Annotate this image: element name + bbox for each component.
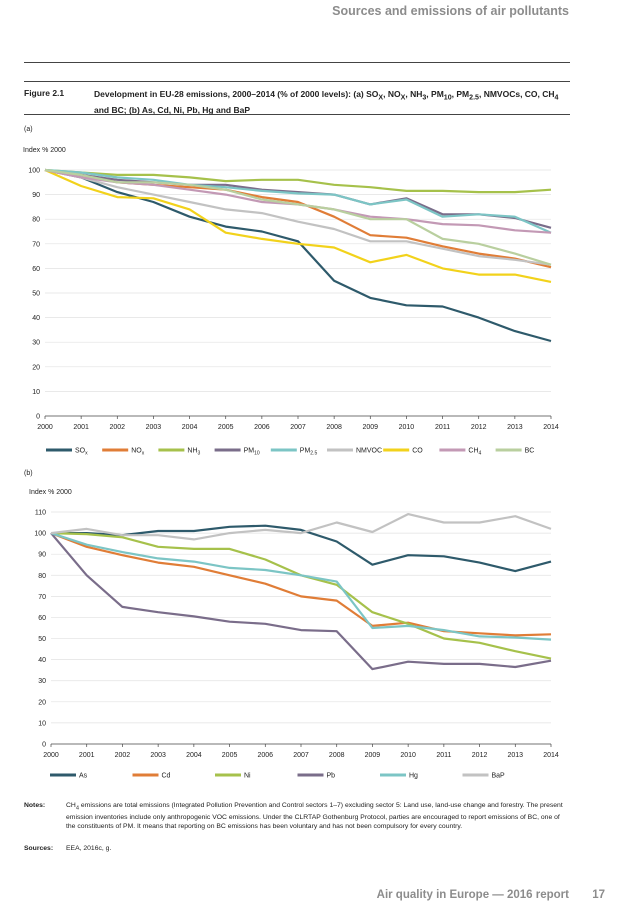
x-tick-label: 2013 <box>507 752 523 759</box>
y-tick-label: 90 <box>32 192 40 199</box>
panel-b-label: (b) <box>24 470 33 477</box>
notes-label: Notes: <box>24 802 46 809</box>
x-tick-label: 2006 <box>254 424 270 431</box>
x-tick-label: 2002 <box>115 752 131 759</box>
y-tick-label: 90 <box>38 552 46 559</box>
series-line-nmvoc <box>44 168 552 266</box>
x-tick-label: 2004 <box>186 752 202 759</box>
x-tick-label: 2007 <box>290 424 306 431</box>
series-line-nh3 <box>44 168 552 194</box>
y-tick-label: 80 <box>38 573 46 580</box>
y-tick-label: 80 <box>32 217 40 224</box>
x-tick-label: 2012 <box>472 752 488 759</box>
y-tick-label: 10 <box>32 389 40 396</box>
y-tick-label: 60 <box>38 615 46 622</box>
x-tick-label: 2014 <box>543 752 559 759</box>
legend-label: BC <box>525 448 535 455</box>
legend-label: NH3 <box>187 448 200 457</box>
x-tick-label: 2005 <box>222 752 238 759</box>
x-tick-label: 2010 <box>399 424 415 431</box>
x-tick-label: 2002 <box>109 424 125 431</box>
sources-text: EEA, 2016c, g. <box>66 845 112 852</box>
y-tick-label: 40 <box>32 315 40 322</box>
sources-label: Sources: <box>24 845 54 852</box>
y-tick-label: 70 <box>38 594 46 601</box>
series-line-bc <box>44 168 552 266</box>
series-line-co <box>44 168 552 283</box>
y-axis-label: Index % 2000 <box>29 489 72 496</box>
legend-label: BaP <box>492 773 506 780</box>
y-tick-label: 30 <box>38 678 46 685</box>
series-line-cd <box>50 532 552 637</box>
panel-a-label: (a) <box>24 126 33 133</box>
report-title: Air quality in Europe — 2016 report <box>376 889 569 901</box>
x-tick-label: 2000 <box>37 424 53 431</box>
x-tick-label: 2000 <box>43 752 59 759</box>
x-tick-label: 2012 <box>471 424 487 431</box>
x-tick-label: 2003 <box>150 752 166 759</box>
x-tick-label: 2011 <box>435 424 450 431</box>
legend-label: PM10 <box>244 448 260 457</box>
y-tick-label: 10 <box>38 720 46 727</box>
legend-label: Ni <box>244 773 251 780</box>
x-tick-label: 2006 <box>257 752 273 759</box>
legend-label: PM2.5 <box>300 448 318 457</box>
x-tick-label: 2009 <box>362 424 378 431</box>
x-tick-label: 2011 <box>436 752 451 759</box>
y-tick-label: 50 <box>32 291 40 298</box>
y-tick-label: 0 <box>36 414 40 421</box>
y-tick-label: 20 <box>38 699 46 706</box>
y-tick-label: 110 <box>35 510 46 517</box>
series-line-hg <box>50 532 552 641</box>
chart-b: Index % 2000 0 10 20 30 40 50 60 70 80 90 100 110 200… <box>29 489 559 780</box>
legend-label: Hg <box>409 773 418 780</box>
x-tick-label: 2008 <box>326 424 342 431</box>
sources: Sources: EEA, 2016c, g. <box>24 845 111 852</box>
y-tick-label: 40 <box>38 657 46 664</box>
y-tick-label: 20 <box>32 364 40 371</box>
figure-label: Figure 2.1 <box>24 88 65 98</box>
legend-label: CO <box>412 448 423 455</box>
legend-label: NMVOC <box>356 448 382 455</box>
chart-a: Index % 2000 0 10 20 30 40 50 60 70 80 90 100 2000 20… <box>23 147 559 457</box>
legend-label: Cd <box>162 773 171 780</box>
x-tick-label: 2010 <box>400 752 416 759</box>
section-title: Sources and emissions of air pollutants <box>332 4 569 18</box>
y-tick-label: 100 <box>28 168 40 175</box>
series-line-sox <box>44 168 552 343</box>
figure-rule-bottom <box>24 114 570 115</box>
series-line-bap <box>50 512 552 541</box>
x-tick-label: 2003 <box>146 424 162 431</box>
y-tick-label: 30 <box>32 340 40 347</box>
x-tick-label: 2009 <box>365 752 381 759</box>
legend-label: SOx <box>75 448 88 457</box>
figure-title: Development in EU-28 emissions, 2000–201… <box>94 89 559 115</box>
series-line-as <box>51 524 552 573</box>
y-tick-label: 50 <box>38 636 46 643</box>
series-line-pm25 <box>44 168 552 234</box>
y-tick-label: 60 <box>32 266 40 273</box>
legend-label: Pb <box>327 773 336 780</box>
x-tick-label: 2001 <box>73 424 89 431</box>
y-axis-label: Index % 2000 <box>23 147 66 154</box>
legend-label: As <box>79 773 88 780</box>
x-tick-label: 2007 <box>293 752 309 759</box>
y-tick-label: 0 <box>42 742 46 749</box>
x-tick-label: 2001 <box>79 752 95 759</box>
x-tick-label: 2004 <box>182 424 198 431</box>
x-tick-label: 2014 <box>543 424 559 431</box>
legend-label: CH4 <box>468 448 481 457</box>
y-tick-label: 100 <box>34 531 46 538</box>
page-number: 17 <box>592 889 605 901</box>
x-tick-label: 2005 <box>218 424 234 431</box>
figure-rule-top <box>24 81 570 82</box>
y-tick-label: 70 <box>32 241 40 248</box>
series-line-pb <box>50 532 552 671</box>
legend-label: NOx <box>131 448 145 457</box>
x-tick-label: 2013 <box>507 424 523 431</box>
top-rule <box>24 62 570 63</box>
notes-text: CH4 emissions are total emissions (Integ… <box>66 802 563 831</box>
x-tick-label: 2008 <box>329 752 345 759</box>
